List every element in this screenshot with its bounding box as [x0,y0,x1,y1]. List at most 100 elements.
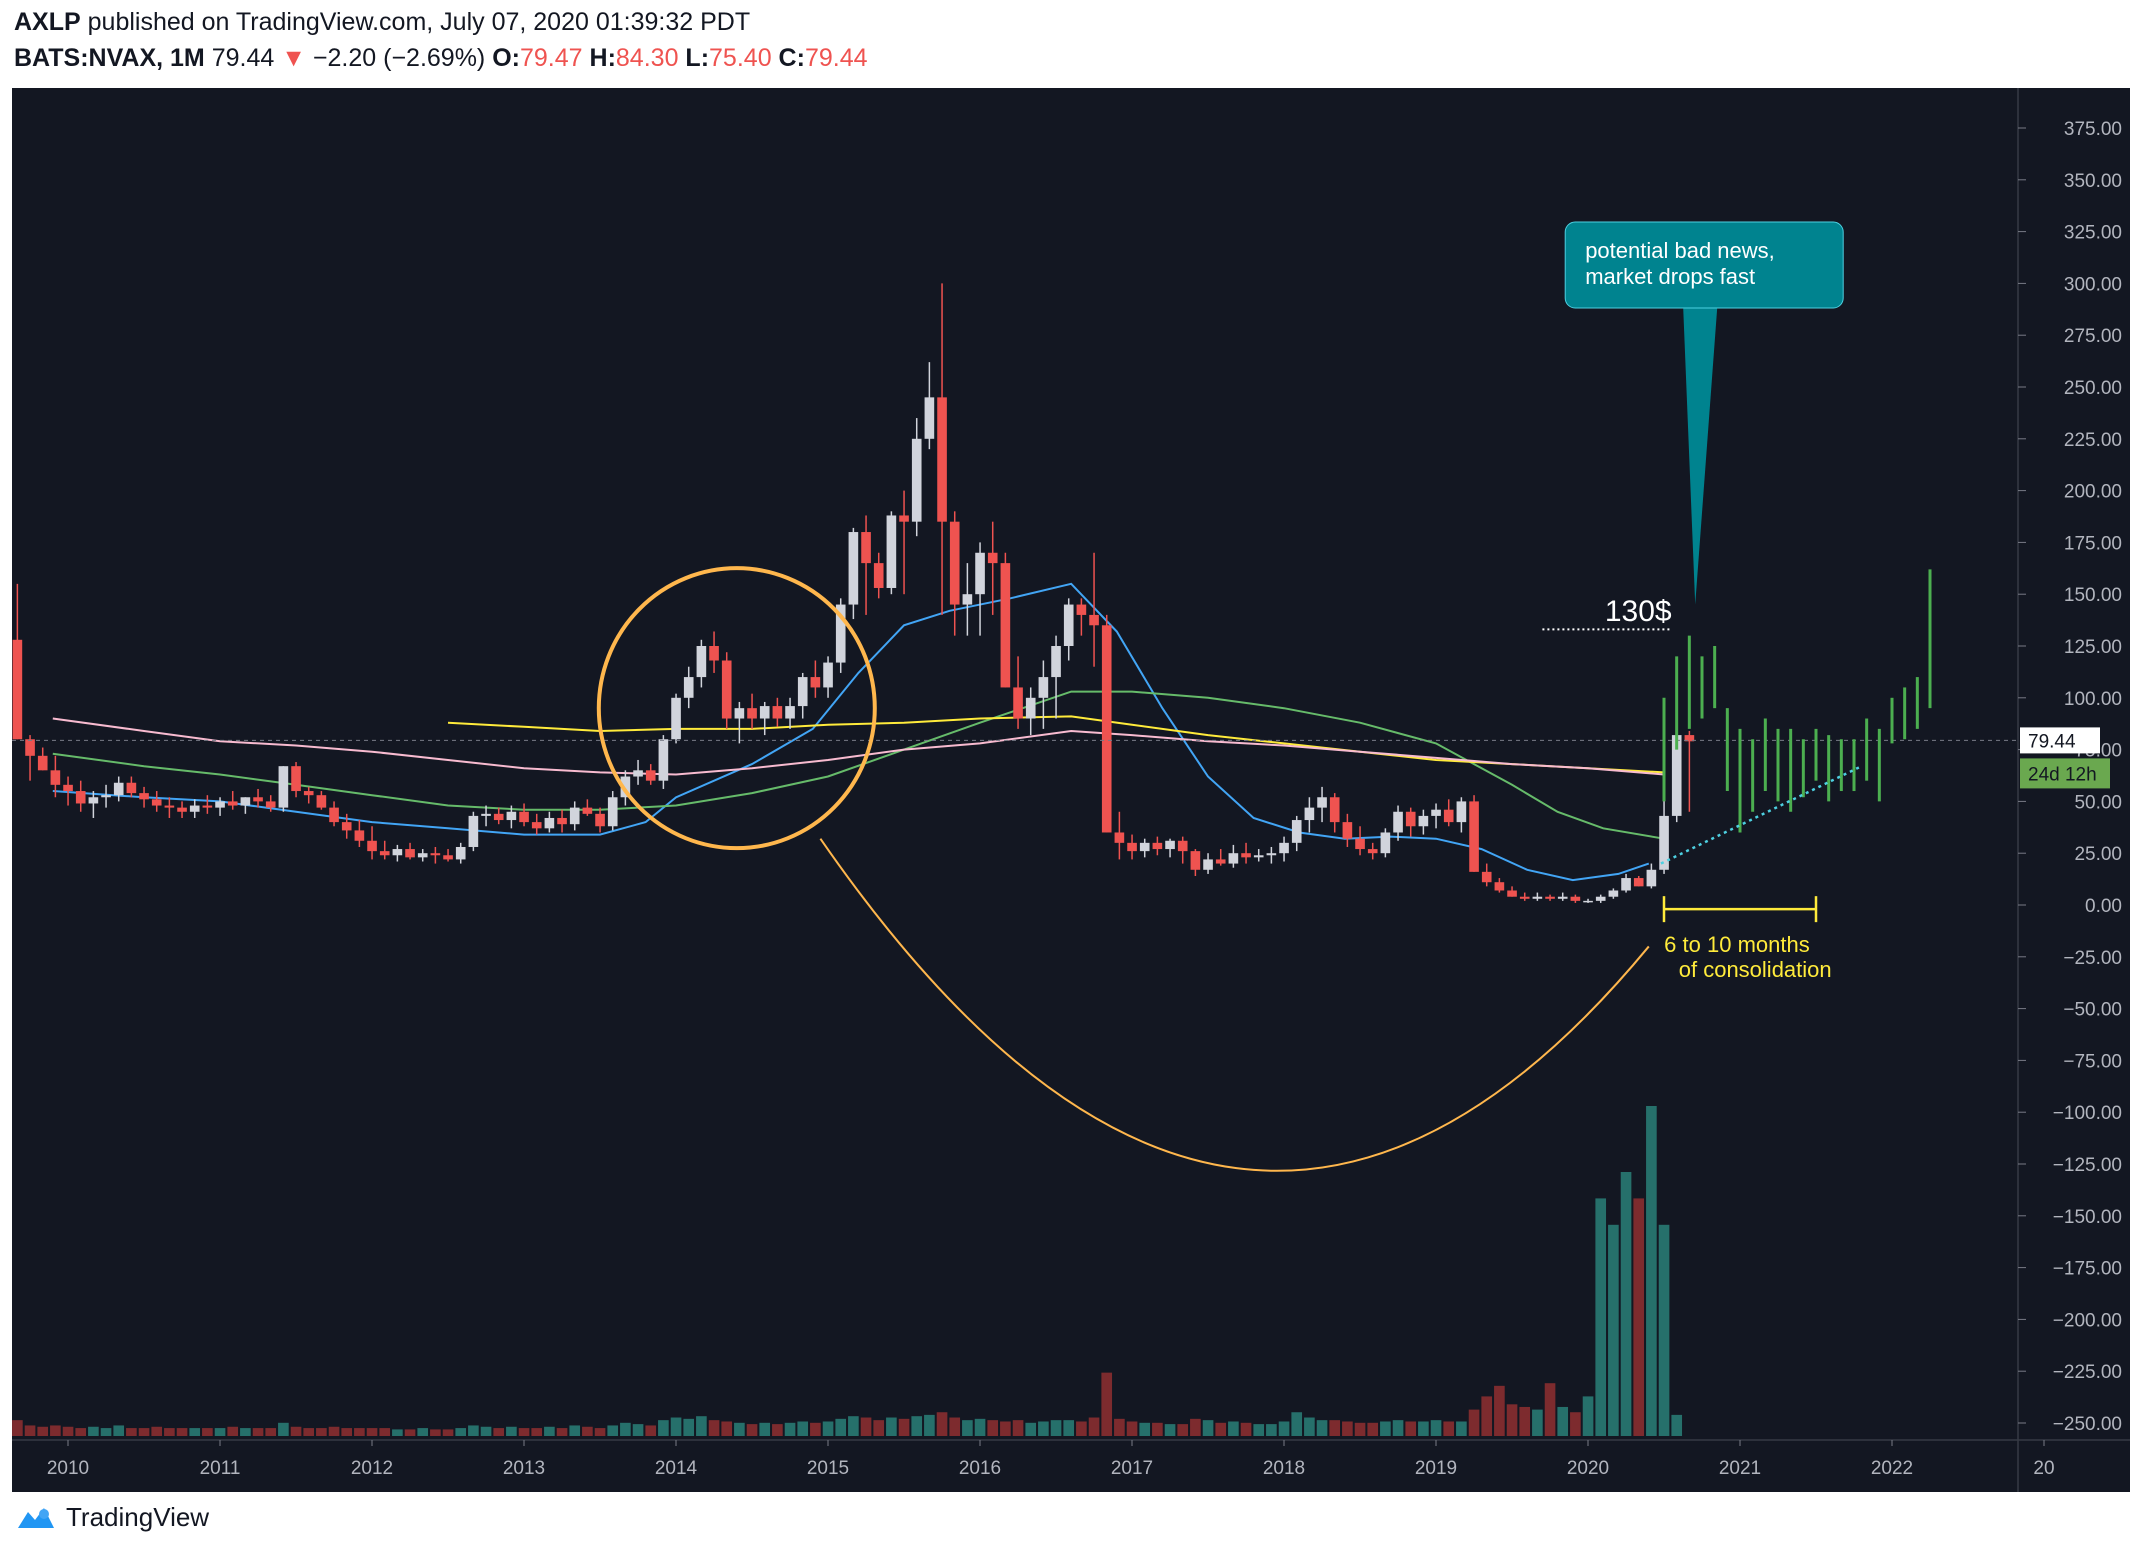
close-label: C: [778,44,805,72]
volume-bar [594,1428,606,1436]
volume-bar [620,1422,631,1436]
volume-bar [1392,1420,1404,1436]
symbol-ohlc-line: BATS:NVAX, 1M 79.44 ▼ −2.20 (−2.69%) O:7… [14,44,868,73]
volume-bar [683,1418,695,1436]
candle-body [1215,859,1226,864]
volume-bar [290,1426,302,1436]
callout-pointer [1683,308,1718,605]
volume-bar [12,1420,23,1436]
candle-body [1633,878,1644,887]
candle-body [1583,900,1593,903]
candle-body [1595,896,1606,901]
volume-bar [1240,1422,1252,1436]
high-value: 84.30 [615,44,679,72]
author-name[interactable]: AXLP [14,8,81,36]
volume-bar [1190,1418,1201,1436]
x-tick-label: 2010 [47,1458,89,1479]
low-value: 75.40 [709,44,772,72]
candle-body [101,795,111,798]
candle-body [734,708,745,719]
volume-bar [1012,1420,1024,1436]
candle-body [1291,820,1302,843]
volume-bar [1430,1420,1442,1436]
volume-bar [1481,1396,1493,1436]
tradingview-logo[interactable]: TradingView [14,1500,209,1534]
volume-bar [480,1426,492,1436]
candle-body [1127,842,1137,852]
volume-bar [670,1417,682,1436]
volume-bar [658,1420,669,1436]
tradingview-cloud-icon [18,1508,54,1528]
candle-body [367,840,377,852]
highlight-circle [596,566,877,851]
candle-body [379,851,390,856]
candle-body [911,438,922,522]
candle-body [1469,801,1479,872]
volume-bar [417,1428,429,1436]
y-tick-label: 200.00 [2064,482,2122,503]
candle-body [481,813,491,816]
volume-bar [582,1426,593,1436]
candle-body [785,706,795,719]
candle-body [443,855,453,860]
volume-bar [1088,1417,1100,1436]
volume-bar [962,1420,973,1436]
candle-body [1659,815,1669,870]
volume-bar [1266,1424,1277,1436]
volume-bar [316,1428,327,1436]
volume-bar [1405,1421,1417,1436]
candle-body [202,805,213,808]
volume-bar [1443,1421,1455,1436]
volume-bar [721,1421,733,1436]
x-tick-label: 2015 [807,1458,849,1479]
volume-bar [607,1425,619,1436]
candle-body [1380,832,1391,854]
candle-body [164,805,175,808]
candle-body [1317,797,1327,808]
candle-body [747,708,757,719]
volume-bar [1633,1198,1645,1436]
candle-body [88,797,99,804]
y-tick-label: 50.00 [2074,792,2122,813]
volume-bar [1544,1383,1556,1436]
change-arrow-icon: ▼ [281,44,306,72]
candle-body [645,770,656,781]
candle-body [1177,840,1188,852]
volume-bar [1202,1420,1214,1436]
volume-bar [138,1428,150,1436]
candle-body [671,697,681,740]
candle-body [569,807,580,825]
volume-bar [898,1418,910,1436]
candle-body [696,646,707,678]
close-value: 79.44 [804,44,868,72]
axis-layer: 375.00 350.00 325.00 300.00 275.00 250.00 225.… [12,88,2130,1492]
y-tick-label: 175.00 [2064,533,2122,554]
candle-body [683,677,694,698]
candle-body [1038,677,1049,698]
x-tick-label: 2021 [1719,1458,1761,1479]
volume-bar [708,1420,720,1436]
y-tick-label: 375.00 [2064,119,2122,140]
candle-body [531,822,542,829]
candle-body [139,793,149,800]
candle-body [392,849,403,856]
volume-bar [37,1426,49,1436]
candle-body [1152,842,1163,850]
volume-bar [1050,1420,1062,1436]
candle-body [1241,853,1251,858]
moving-average-line [447,715,1665,774]
volume-bar [1291,1412,1303,1436]
y-tick-label: −75.00 [2063,1051,2122,1072]
volume-bar [493,1428,505,1436]
y-tick-label: −250.00 [2053,1414,2122,1435]
candle-body [12,639,23,740]
candle-body [177,807,187,812]
candle-body [405,849,415,858]
candle-body [1431,809,1441,816]
volume-bar [1253,1424,1265,1436]
volume-bar [987,1420,999,1436]
candle-body [557,817,567,825]
candle-body [987,552,998,564]
y-tick-label: 150.00 [2064,585,2122,606]
